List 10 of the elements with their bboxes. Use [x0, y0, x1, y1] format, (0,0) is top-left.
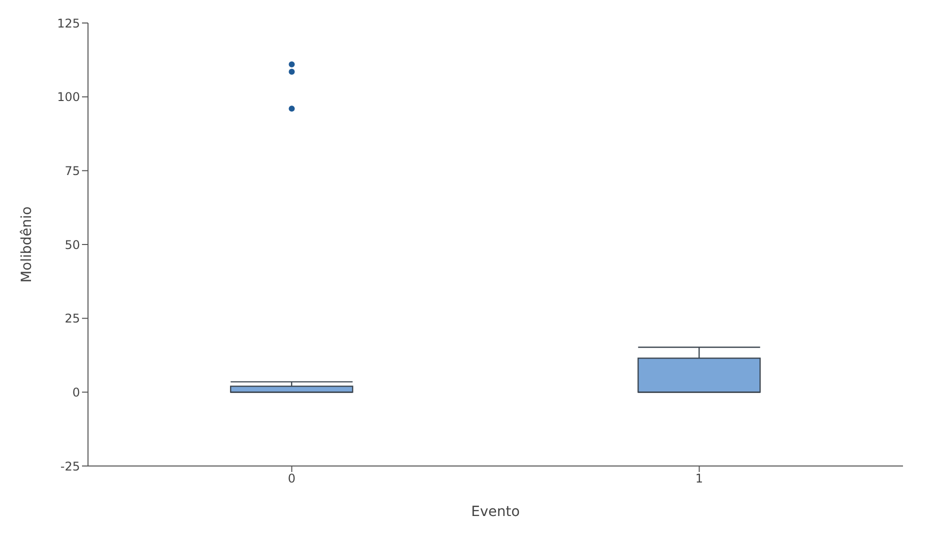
x-axis-title: Evento — [471, 504, 520, 520]
y-tick-label: 0 — [72, 385, 80, 400]
y-tick-label: 125 — [57, 16, 80, 30]
y-tick-label: 25 — [64, 312, 80, 326]
y-tick-label: -25 — [60, 459, 80, 474]
x-tick-label: 1 — [695, 472, 704, 486]
y-tick-label: 50 — [64, 238, 80, 252]
y-tick-label: 100 — [57, 90, 80, 104]
y-axis-title: Molibdênio — [18, 206, 35, 283]
y-tick-label: 75 — [64, 164, 80, 178]
